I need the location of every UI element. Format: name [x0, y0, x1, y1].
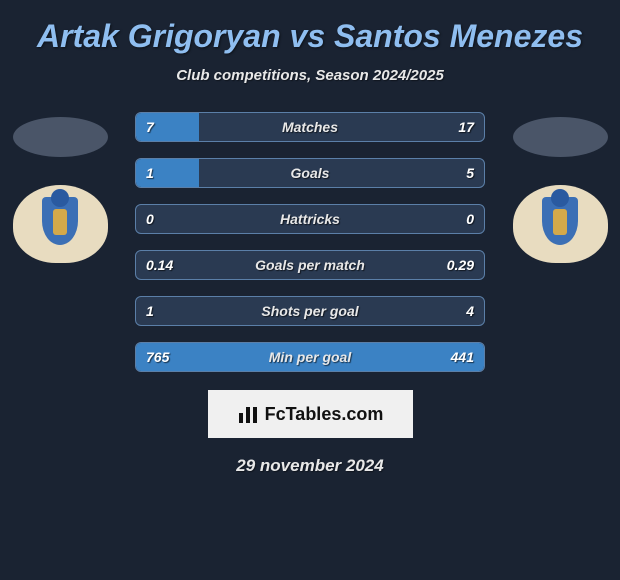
date-label: 29 november 2024 [0, 456, 620, 476]
stat-value-left: 0.14 [146, 257, 173, 273]
page-subtitle: Club competitions, Season 2024/2025 [0, 67, 620, 84]
player-left-column [0, 112, 120, 263]
stat-bars: 7 Matches 17 1 Goals 5 0 Hattricks 0 0.1… [135, 112, 485, 372]
stat-value-left: 1 [146, 165, 154, 181]
page-title: Artak Grigoryan vs Santos Menezes [0, 0, 620, 55]
stat-value-right: 0.29 [447, 257, 474, 273]
stat-value-left: 765 [146, 349, 169, 365]
stat-value-right: 17 [458, 119, 474, 135]
stat-row: 0.14 Goals per match 0.29 [135, 250, 485, 280]
stat-value-right: 0 [466, 211, 474, 227]
stat-label: Goals per match [255, 257, 365, 273]
stat-row: 765 Min per goal 441 [135, 342, 485, 372]
stat-label: Matches [282, 119, 338, 135]
player-right-avatar [513, 117, 608, 157]
player-left-avatar [13, 117, 108, 157]
stat-row: 1 Goals 5 [135, 158, 485, 188]
stat-value-right: 441 [451, 349, 474, 365]
stat-label: Min per goal [269, 349, 351, 365]
stat-value-left: 0 [146, 211, 154, 227]
stat-value-left: 7 [146, 119, 154, 135]
watermark: FcTables.com [208, 390, 413, 438]
watermark-text: FcTables.com [265, 404, 384, 425]
stat-label: Shots per goal [261, 303, 358, 319]
stat-row: 1 Shots per goal 4 [135, 296, 485, 326]
team-right-logo [513, 185, 608, 263]
stat-label: Goals [291, 165, 330, 181]
team-left-logo [13, 185, 108, 263]
chart-icon [237, 403, 259, 425]
stat-value-left: 1 [146, 303, 154, 319]
comparison-panel: 7 Matches 17 1 Goals 5 0 Hattricks 0 0.1… [0, 112, 620, 476]
stat-row: 7 Matches 17 [135, 112, 485, 142]
stat-value-right: 5 [466, 165, 474, 181]
stat-label: Hattricks [280, 211, 340, 227]
stat-value-right: 4 [466, 303, 474, 319]
player-right-column [500, 112, 620, 263]
stat-row: 0 Hattricks 0 [135, 204, 485, 234]
